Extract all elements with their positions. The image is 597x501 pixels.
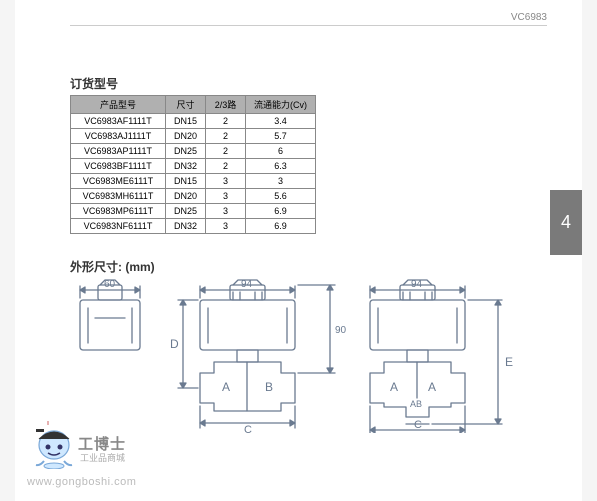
table-cell: DN15 [166,114,206,129]
table-cell: 6.9 [246,204,316,219]
dim-94a-text: 94 [241,279,253,290]
col-port: 2/3路 [206,96,246,114]
table-cell: 3 [206,219,246,234]
table-cell: 3 [206,174,246,189]
table-cell: 2 [206,144,246,159]
table-header-row: 产品型号 尺寸 2/3路 流通能力(Cv) [71,96,316,114]
table-cell: 6.9 [246,219,316,234]
col-size: 尺寸 [166,96,206,114]
label-A1: A [222,380,230,394]
table-row: VC6983AP1111TDN2526 [71,144,316,159]
table-cell: 2 [206,129,246,144]
table-cell: VC6983AP1111T [71,144,166,159]
label-E: E [505,355,513,369]
dim-60-text: 60 [104,279,116,290]
table-cell: VC6983AF1111T [71,114,166,129]
spec-table: 产品型号 尺寸 2/3路 流通能力(Cv) VC6983AF1111TDN152… [70,95,316,234]
mascot-icon [30,421,75,469]
side-tab: 4 [550,190,582,255]
table-cell: VC6983MP6111T [71,204,166,219]
section-title-order: 订货型号 [70,75,118,92]
unit-2 [200,280,295,411]
table-cell: 3 [206,189,246,204]
dim-90-text: 90 [335,325,347,336]
table-cell: DN32 [166,219,206,234]
table-cell: DN20 [166,189,206,204]
label-AB: AB [410,399,422,409]
table-row: VC6983MP6111TDN2536.9 [71,204,316,219]
table-cell: DN25 [166,144,206,159]
header-code: VC6983 [511,12,547,23]
label-C1: C [244,424,252,433]
table-row: VC6983AJ1111TDN2025.7 [71,129,316,144]
table-cell: 6 [246,144,316,159]
dimension-diagram: 60 [70,278,560,433]
table-row: VC6983ME6111TDN1533 [71,174,316,189]
table-cell: DN15 [166,174,206,189]
table-row: VC6983NF6111TDN3236.9 [71,219,316,234]
header-divider [70,25,547,26]
label-D: D [170,337,179,351]
table-cell: 3.4 [246,114,316,129]
logo-url: www.gongboshi.com [27,476,136,488]
table-cell: DN20 [166,129,206,144]
label-B1: B [265,380,273,394]
label-C2: C [414,419,422,431]
table-cell: 3 [246,174,316,189]
col-model: 产品型号 [71,96,166,114]
table-cell: 5.6 [246,189,316,204]
table-row: VC6983MH6111TDN2035.6 [71,189,316,204]
table-cell: VC6983NF6111T [71,219,166,234]
label-A3: A [428,380,436,394]
table-cell: VC6983MH6111T [71,189,166,204]
logo-watermark: 工博士 工业品商城 www.gongboshi.com [15,421,215,496]
table-cell: 2 [206,114,246,129]
table-cell: 6.3 [246,159,316,174]
table-cell: VC6983ME6111T [71,174,166,189]
table-cell: DN25 [166,204,206,219]
table-cell: VC6983BF1111T [71,159,166,174]
logo-sub: 工业品商城 [80,451,125,464]
dim-90 [298,285,335,373]
table-cell: 2 [206,159,246,174]
table-cell: DN32 [166,159,206,174]
table-cell: VC6983AJ1111T [71,129,166,144]
dim-D [178,300,198,388]
label-A2: A [390,380,398,394]
table-cell: 3 [206,204,246,219]
col-cv: 流通能力(Cv) [246,96,316,114]
section-title-dim: 外形尺寸: (mm) [70,258,155,275]
table-cell: 5.7 [246,129,316,144]
table-row: VC6983AF1111TDN1523.4 [71,114,316,129]
dim-94b-text: 94 [411,279,423,290]
table-row: VC6983BF1111TDN3226.3 [71,159,316,174]
